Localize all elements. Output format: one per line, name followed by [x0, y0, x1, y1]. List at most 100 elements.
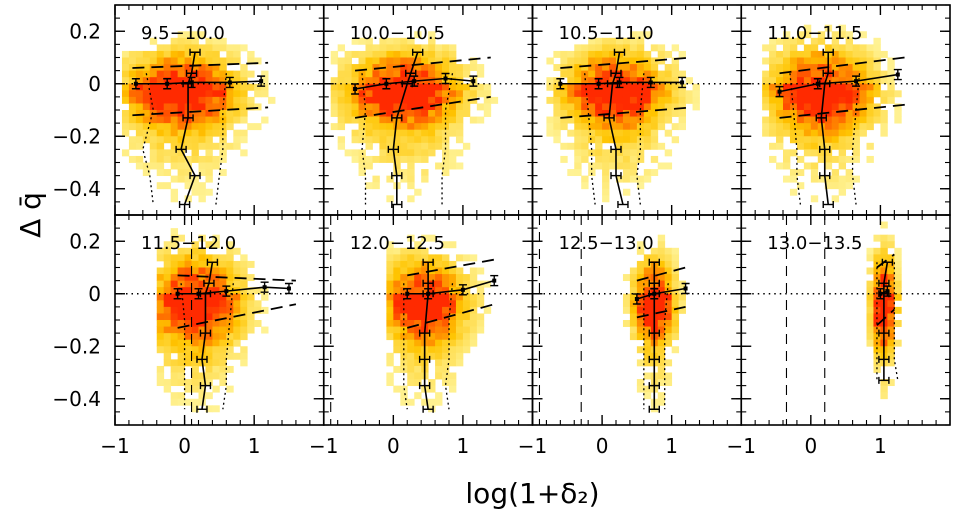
heatmap-cell: [455, 326, 464, 334]
heatmap-cell: [643, 90, 652, 98]
median-vs-y-point: [613, 48, 626, 56]
heatmap-cell: [233, 247, 241, 255]
heatmap-cell: [636, 182, 645, 190]
heatmap-cell: [163, 313, 172, 321]
heatmap-cell: [393, 346, 401, 354]
heatmap-cell: [824, 182, 833, 190]
heatmap-cell: [449, 300, 457, 308]
heatmap-cell: [163, 274, 172, 282]
heatmap-cell: [212, 90, 220, 98]
heatmap-cell: [671, 77, 680, 85]
heatmap-cell: [469, 320, 478, 327]
heatmap-cell: [449, 96, 457, 104]
heatmap-cell: [581, 90, 589, 98]
heatmap-cell: [240, 313, 248, 321]
heatmap-cell: [393, 110, 401, 117]
heatmap-cell: [170, 70, 179, 78]
heatmap-cell: [198, 267, 206, 275]
heatmap-cell: [156, 50, 165, 58]
heatmap-cell: [240, 129, 248, 137]
heatmap-cell: [400, 293, 408, 301]
heatmap-cell: [838, 96, 847, 104]
heatmap-cell: [156, 320, 165, 327]
heatmap-cell: [796, 64, 805, 72]
median-vs-y-point: [610, 69, 622, 77]
heatmap-cell: [588, 37, 596, 45]
heatmap-cell: [810, 44, 819, 52]
heatmap-cell: [546, 57, 554, 65]
lower-quartile-line: [876, 308, 895, 326]
heatmap-cell: [156, 136, 165, 144]
heatmap-cell: [588, 90, 596, 98]
heatmap-cell: [219, 83, 227, 91]
heatmap-cell: [226, 103, 234, 111]
heatmap-cell: [191, 175, 199, 183]
median-vs-y-line: [883, 262, 889, 381]
heatmap-cell: [469, 333, 478, 341]
heatmap-cell: [205, 379, 213, 387]
heatmap-cell: [240, 70, 248, 78]
heatmap-cell: [595, 90, 603, 98]
panel-2: 10.0−10.5: [322, 4, 534, 216]
heatmap-cell: [629, 267, 638, 275]
heatmap-cell: [789, 116, 798, 124]
heatmap-cell: [428, 37, 436, 45]
heatmap-cell: [386, 320, 394, 327]
heatmap-cell: [831, 44, 840, 52]
heatmap-cell: [170, 313, 179, 321]
heatmap-cell: [462, 333, 471, 341]
heatmap-cell: [219, 44, 227, 52]
panel-mass-bin-label: 10.5−11.0: [559, 23, 654, 44]
heatmap-cell: [671, 300, 680, 308]
heatmap-cell: [421, 169, 429, 177]
heatmap-cell: [414, 287, 422, 295]
heatmap-cell: [372, 90, 380, 98]
heatmap-cell: [226, 365, 234, 373]
heatmap-cell: [824, 123, 833, 131]
heatmap-cell: [414, 280, 422, 288]
heatmap-cell: [866, 293, 874, 301]
heatmap-cell: [574, 129, 582, 137]
heatmap-cell: [824, 149, 833, 157]
heatmap-cell: [163, 50, 172, 58]
heatmap-cell: [198, 44, 206, 52]
heatmap-cell: [400, 169, 408, 177]
heatmap-cell: [671, 346, 680, 354]
heatmap-cell: [657, 57, 666, 65]
heatmap-cell: [845, 103, 853, 111]
heatmap-cell: [254, 83, 262, 91]
heatmap-cell: [386, 267, 394, 275]
heatmap-cell: [483, 306, 492, 314]
heatmap-cell: [602, 64, 610, 72]
heatmap-cell: [866, 142, 874, 150]
heatmap-cell: [163, 182, 172, 190]
heatmap-cell: [845, 83, 853, 91]
heatmap-cell: [769, 90, 777, 98]
heatmap-cell: [678, 300, 686, 308]
heatmap-cell: [156, 379, 165, 387]
heatmap-cell: [622, 188, 631, 196]
heatmap-cell: [643, 136, 652, 144]
heatmap-cell: [866, 70, 874, 78]
heatmap-cell: [365, 64, 373, 72]
heatmap-cell: [783, 129, 791, 137]
low-percentile-line: [180, 283, 186, 410]
heatmap-cell: [616, 90, 624, 98]
heatmap-cell: [602, 188, 610, 196]
heatmap-cell: [386, 149, 394, 157]
heatmap-cell: [866, 57, 874, 65]
heatmap-cell: [435, 365, 443, 373]
heatmap-cell: [163, 260, 172, 268]
heatmap-cell: [142, 136, 151, 144]
heatmap-cell: [449, 155, 457, 163]
heatmap-cell: [769, 123, 777, 131]
heatmap-cell: [595, 110, 603, 117]
heatmap-cell: [657, 247, 666, 255]
heatmap-cell: [838, 123, 847, 131]
heatmap-cell: [163, 320, 172, 327]
heatmap-cell: [407, 37, 415, 45]
heatmap-cell: [553, 110, 561, 117]
heatmap-cell: [560, 103, 568, 111]
heatmap-cell: [177, 260, 185, 268]
heatmap-cell: [845, 50, 853, 58]
